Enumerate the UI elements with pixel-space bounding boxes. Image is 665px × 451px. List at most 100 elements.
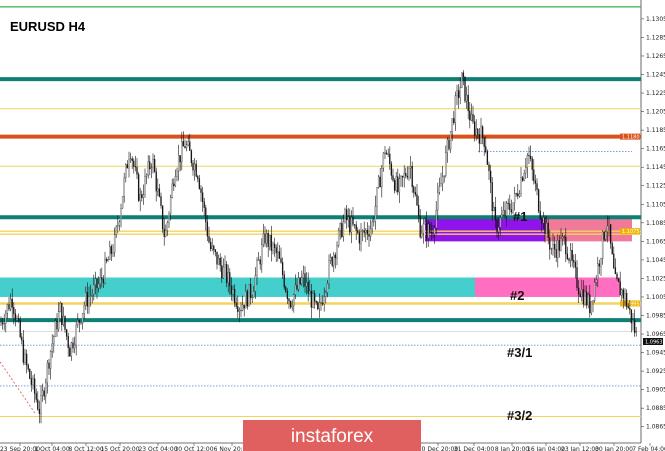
candle-body-367 <box>585 291 588 306</box>
candle-body-268 <box>427 223 429 239</box>
candle-body-254 <box>405 173 407 177</box>
y-tick-label-9: 1.1145 <box>646 164 665 171</box>
level-tag-text-8: 1.0995 <box>622 301 640 307</box>
candle-body-75 <box>118 221 121 226</box>
candle-body-356 <box>568 258 570 261</box>
candle-body-371 <box>592 300 594 302</box>
y-tick-label-16: 1.1005 <box>646 294 665 301</box>
candle-body-237 <box>377 176 380 188</box>
candle-body-136 <box>216 251 218 265</box>
candle-body-23 <box>35 393 37 400</box>
candle-body-120 <box>190 150 193 164</box>
candle-body-252 <box>401 176 404 178</box>
candle-body-330 <box>526 154 529 168</box>
candle-body-364 <box>581 289 583 297</box>
candle-body-170 <box>270 234 273 251</box>
candle-body-151 <box>240 309 242 311</box>
candle-body-96 <box>152 159 154 168</box>
candle-body-54 <box>85 292 87 306</box>
candle-body-348 <box>555 249 557 258</box>
y-tick-label-11: 1.1105 <box>646 201 665 208</box>
candle-body-162 <box>257 259 260 261</box>
candle-body-314 <box>501 214 503 218</box>
candle-body-229 <box>365 229 367 233</box>
candle-body-201 <box>320 302 322 304</box>
candle-body-28 <box>43 390 45 397</box>
candle-body-218 <box>347 216 349 221</box>
candle-body-128 <box>203 201 205 208</box>
candle-body-377 <box>601 231 604 259</box>
candles-layer <box>0 70 637 424</box>
candle-body-144 <box>229 272 231 287</box>
y-tick-label-21: 1.0905 <box>646 387 665 394</box>
candle-body-285 <box>454 95 457 124</box>
candle-body-42 <box>65 329 68 337</box>
candle-body-177 <box>281 262 284 275</box>
candle-body-247 <box>393 180 396 191</box>
candle-body-224 <box>357 230 359 233</box>
candle-body-184 <box>293 294 295 307</box>
candle-body-323 <box>515 193 517 195</box>
y-tick-label-1: 1.1305 <box>646 16 665 23</box>
candle-body-263 <box>419 215 421 238</box>
candle-body-346 <box>552 244 554 250</box>
candle-body-286 <box>456 90 458 96</box>
candle-body-52 <box>81 313 84 324</box>
y-tick-label-4: 1.1245 <box>646 72 665 79</box>
candle-body-67 <box>105 259 108 262</box>
candle-body-193 <box>307 282 309 294</box>
candle-body-10 <box>14 313 17 321</box>
candle-body-334 <box>533 169 535 181</box>
candle-body-85 <box>134 166 137 168</box>
candle-body-316 <box>504 210 506 217</box>
candle-body-44 <box>69 347 71 357</box>
candle-body-63 <box>99 277 101 284</box>
candle-body-306 <box>488 164 490 172</box>
zone-label-3-1: #3/1 <box>507 345 532 360</box>
candle-body-49 <box>77 320 79 326</box>
candle-body-266 <box>424 221 426 225</box>
candle-body-53 <box>83 305 85 314</box>
level-tag-text-4: 1.1180 <box>622 134 640 140</box>
candle-body-260 <box>414 192 417 195</box>
candle-body-202 <box>321 303 324 305</box>
candle-body-95 <box>150 167 153 170</box>
candle-body-311 <box>496 219 498 233</box>
candle-body-64 <box>101 277 103 280</box>
candle-body-211 <box>336 245 338 259</box>
candle-body-194 <box>309 290 311 294</box>
candle-body-5 <box>6 304 9 314</box>
candle-body-329 <box>525 167 527 174</box>
candle-body-295 <box>470 114 473 121</box>
candle-body-298 <box>475 128 477 136</box>
zone-label-3-2: #3/2 <box>507 408 532 423</box>
x-tick-label-7: 6 Nov 20:00 <box>214 446 251 451</box>
candle-body-160 <box>254 274 257 292</box>
candle-body-244 <box>389 153 391 165</box>
candle-body-222 <box>353 224 356 226</box>
candle-body-232 <box>369 228 372 237</box>
candle-body-155 <box>246 290 249 307</box>
candle-body-312 <box>497 227 500 233</box>
candle-body-185 <box>294 284 297 295</box>
candle-body-19 <box>29 369 31 379</box>
candle-body-16 <box>24 353 26 363</box>
zone-label-2: #2 <box>510 288 524 303</box>
candle-body-143 <box>227 272 229 283</box>
candle-body-309 <box>493 206 495 212</box>
candle-body-109 <box>173 183 175 187</box>
candle-body-208 <box>331 257 333 266</box>
candle-body-122 <box>193 163 196 171</box>
candle-body-390 <box>622 289 625 299</box>
candle-body-372 <box>593 282 596 301</box>
candle-body-55 <box>86 292 89 307</box>
candle-body-204 <box>325 292 327 297</box>
candle-body-291 <box>464 76 466 102</box>
candle-body-37 <box>57 311 60 330</box>
candle-body-362 <box>577 287 580 295</box>
candle-body-172 <box>273 243 276 248</box>
candle-body-158 <box>251 297 253 299</box>
zone-rect-1 <box>0 277 475 297</box>
candle-body-226 <box>360 231 362 244</box>
